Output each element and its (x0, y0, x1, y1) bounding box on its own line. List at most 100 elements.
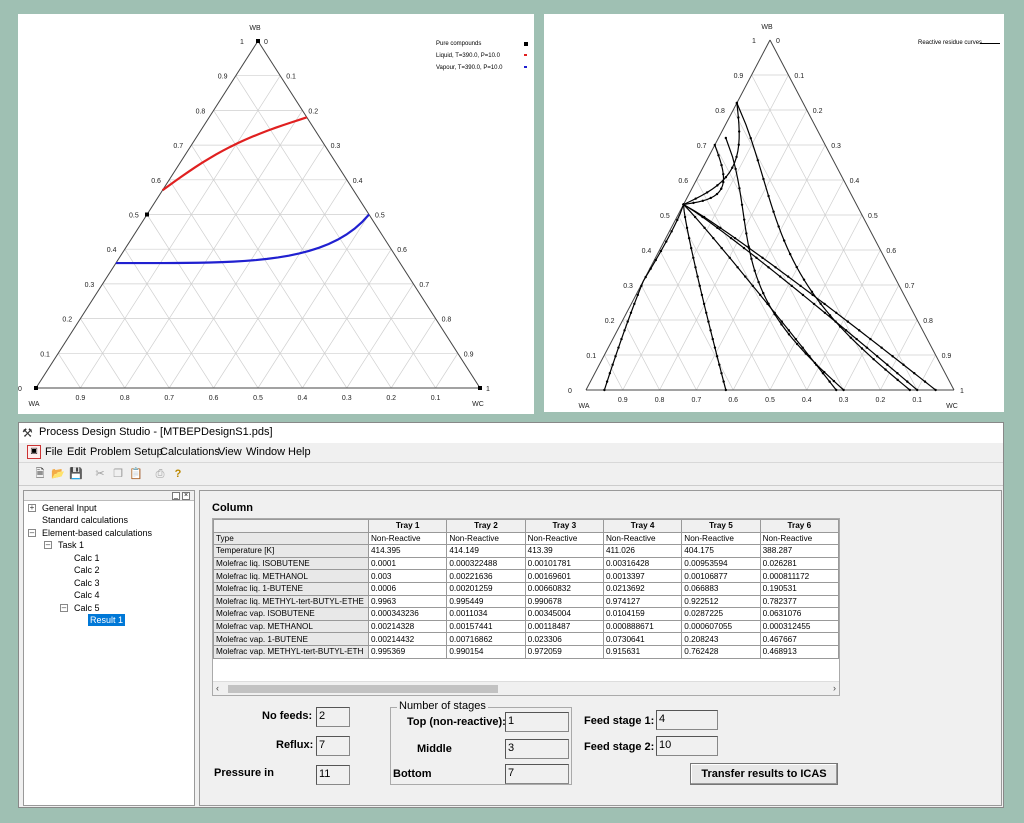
feed-stage-2-field[interactable]: 10 (656, 736, 718, 756)
table-cell[interactable]: Non-Reactive (367, 531, 448, 546)
table-cell[interactable]: 0.00345004 (524, 607, 604, 621)
cut-icon[interactable]: ✂ (95, 468, 105, 480)
middle-stages-field[interactable]: 3 (505, 739, 569, 759)
menu-edit[interactable]: Edit (67, 446, 86, 458)
tree-item-general-input[interactable]: General Input (42, 503, 97, 513)
table-cell[interactable]: 0.00221636 (446, 569, 526, 583)
table-cell[interactable]: 0.00953594 (681, 556, 761, 571)
collapse-icon[interactable]: – (44, 540, 52, 549)
table-cell[interactable]: 0.066883 (681, 581, 761, 596)
no-feeds-field[interactable]: 2 (316, 707, 350, 727)
collapse-icon[interactable]: – (28, 528, 36, 537)
table-cell[interactable]: 411.026 (602, 544, 683, 558)
table-cell[interactable]: 0.0011034 (446, 607, 526, 621)
table-cell[interactable]: 414.149 (446, 544, 526, 558)
table-cell[interactable]: 0.0287225 (681, 607, 761, 621)
menu-problem-setup[interactable]: Problem Setup (90, 446, 163, 458)
table-cell[interactable]: 0.990678 (524, 594, 604, 609)
table-cell[interactable]: 0.990154 (446, 644, 526, 659)
table-cell[interactable]: 0.000811172 (759, 569, 839, 583)
paste-icon[interactable]: 📋 (129, 468, 143, 480)
tree-item-result-1[interactable]: Result 1 (88, 614, 126, 626)
table-cell[interactable]: 0.972059 (524, 644, 604, 659)
table-cell[interactable]: 0.00214328 (367, 619, 448, 634)
table-cell[interactable]: 0.0104159 (602, 607, 683, 621)
table-cell[interactable]: 0.000322488 (446, 556, 526, 571)
scroll-left-icon[interactable]: ‹ (216, 683, 219, 693)
scroll-thumb[interactable] (228, 685, 498, 693)
tree-minimize-button[interactable]: _ (172, 492, 180, 500)
bottom-stages-field[interactable]: 7 (505, 764, 569, 784)
tree-item-calc-3[interactable]: Calc 3 (74, 578, 100, 588)
table-cell[interactable]: Non-Reactive (602, 531, 683, 546)
table-cell[interactable]: 0.000312455 (759, 619, 839, 634)
menu-window[interactable]: Window (246, 446, 286, 458)
save-icon[interactable]: 💾 (69, 468, 83, 480)
tree-item-calc-2[interactable]: Calc 2 (74, 565, 100, 575)
table-cell[interactable]: 0.467667 (759, 632, 839, 646)
transfer-results-button[interactable]: Transfer results to ICAS (690, 763, 838, 785)
table-cell[interactable]: 0.922512 (681, 594, 761, 609)
table-cell[interactable]: 0.000343236 (367, 607, 448, 621)
table-cell[interactable]: 0.003 (367, 569, 448, 583)
reflux-field[interactable]: 7 (316, 736, 350, 756)
scroll-right-icon[interactable]: › (833, 683, 836, 693)
table-cell[interactable]: 0.915631 (602, 644, 683, 659)
table-cell[interactable]: Non-Reactive (524, 531, 604, 546)
table-cell[interactable]: 0.00214432 (367, 632, 448, 646)
table-cell[interactable]: 0.00660832 (524, 581, 604, 596)
table-cell[interactable]: 0.00157441 (446, 619, 526, 634)
table-cell[interactable]: 0.190531 (759, 581, 839, 596)
print-icon[interactable]: ⎙ (155, 468, 165, 480)
table-cell[interactable]: 0.468913 (759, 644, 839, 659)
tree-item-calc-5[interactable]: Calc 5 (74, 603, 100, 613)
open-folder-icon[interactable]: 📂 (51, 468, 65, 480)
table-cell[interactable]: 0.0001 (367, 556, 448, 571)
table-cell[interactable]: 0.782377 (759, 594, 839, 609)
help-icon[interactable]: ? (174, 468, 182, 480)
table-cell[interactable]: 0.9963 (367, 594, 448, 609)
table-cell[interactable]: 0.0013397 (602, 569, 683, 583)
table-cell[interactable]: 0.00118487 (524, 619, 604, 634)
pressure-field[interactable]: 11 (316, 765, 350, 785)
expand-icon[interactable]: + (28, 503, 36, 512)
table-cell[interactable]: 0.762428 (681, 644, 761, 659)
document-menu-icon[interactable]: ▣ (27, 445, 41, 459)
table-cell[interactable]: 0.026281 (759, 556, 839, 571)
table-cell[interactable]: 413.39 (524, 544, 604, 558)
tree-item-calc-1[interactable]: Calc 1 (74, 553, 100, 563)
tree-item-standard-calculations[interactable]: Standard calculations (42, 515, 129, 525)
table-cell[interactable]: 0.0006 (367, 581, 448, 596)
table-cell[interactable]: 0.0213692 (602, 581, 683, 596)
collapse-icon[interactable]: – (60, 603, 68, 612)
tree-item-task-1[interactable]: Task 1 (58, 540, 85, 550)
table-cell[interactable]: 404.175 (681, 544, 761, 558)
table-cell[interactable]: 0.995449 (446, 594, 526, 609)
feed-stage-1-field[interactable]: 4 (656, 710, 718, 730)
copy-icon[interactable]: ❐ (113, 468, 123, 480)
table-cell[interactable]: 0.208243 (681, 632, 761, 646)
table-cell[interactable]: 0.00201259 (446, 581, 526, 596)
tree-close-button[interactable]: × (182, 492, 190, 500)
table-cell[interactable]: 0.000888671 (602, 619, 683, 634)
table-cell[interactable]: 414.395 (367, 544, 448, 558)
menu-file[interactable]: File (45, 446, 63, 458)
table-cell[interactable]: 0.995369 (367, 644, 448, 659)
table-cell[interactable]: 0.00106877 (681, 569, 761, 583)
table-cell[interactable]: Non-Reactive (446, 531, 526, 546)
table-cell[interactable]: 0.00169601 (524, 569, 604, 583)
top-stages-field[interactable]: 1 (505, 712, 569, 732)
table-cell[interactable]: 388.287 (759, 544, 839, 558)
horizontal-scrollbar[interactable]: ‹ › (213, 681, 839, 695)
table-cell[interactable]: 0.974127 (602, 594, 683, 609)
menu-view[interactable]: View (218, 446, 242, 458)
table-cell[interactable]: 0.023306 (524, 632, 604, 646)
table-cell[interactable]: 0.00316428 (602, 556, 683, 571)
new-file-icon[interactable]: 🗎 (35, 468, 45, 480)
table-cell[interactable]: 0.00101781 (524, 556, 604, 571)
table-cell[interactable]: Non-Reactive (759, 531, 839, 546)
menu-calculations[interactable]: Calculations (160, 446, 220, 458)
table-cell[interactable]: Non-Reactive (681, 531, 761, 546)
table-cell[interactable]: 0.0730641 (602, 632, 683, 646)
menu-help[interactable]: Help (288, 446, 311, 458)
